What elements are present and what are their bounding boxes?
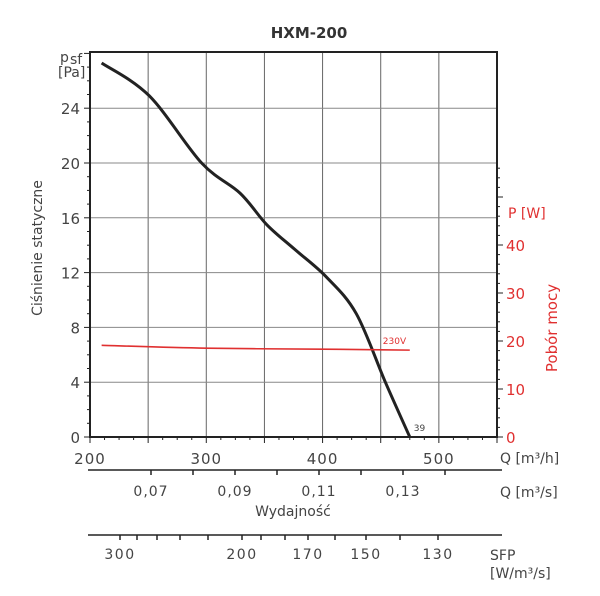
sfp-label: SFP [490,548,515,564]
sfp-unit: [W/m³/s] [490,566,551,582]
x-unit-s: Q [m³/s] [500,485,558,501]
y-tick-label: 20 [61,155,80,173]
y2-tick-label: 0 [506,429,516,447]
y2-tick-label: 40 [506,237,525,255]
qs-tick-label: 0,07 [133,484,168,500]
y-unit-bracket: [Pa] [58,65,85,81]
curve-end-label: 39 [414,424,426,434]
y-tick-label: 16 [61,210,80,228]
y-tick-label: 0 [70,429,80,447]
power-curve [101,344,410,351]
y2-tick-label: 30 [506,285,525,303]
y-unit-sub: sf [70,52,83,68]
x-tick-label: 300 [190,450,222,468]
y2-tick-label: 20 [506,333,525,351]
x-unit-h: Q [m³/h] [500,451,559,467]
sfp-tick-label: 130 [422,547,453,563]
y2-unit: P [W] [508,206,546,222]
y2-axis-label: Pobór mocy [543,284,561,372]
sfp-tick-label: 200 [226,547,257,563]
chart-title: HXM-200 [271,24,348,42]
x-tick-label: 400 [307,450,339,468]
y2-tick-label: 10 [506,381,525,399]
power-series-label: 230V [383,337,407,347]
y-tick-label: 8 [70,319,80,337]
qs-tick-label: 0,11 [301,484,336,500]
sfp-tick-label: 300 [104,547,135,563]
y-unit-main: p [60,50,69,66]
x-tick-label: 500 [423,450,455,468]
x-tick-label: 200 [74,450,106,468]
sfp-tick-label: 150 [350,547,381,563]
qs-tick-label: 0,13 [385,484,420,500]
x-axis-label: Wydajność [255,504,331,520]
sfp-tick-label: 170 [292,547,323,563]
pressure-curve [100,61,412,438]
y-tick-label: 24 [61,100,80,118]
plot-frame [89,51,498,438]
qs-tick-label: 0,09 [217,484,252,500]
y-tick-label: 12 [61,265,80,283]
y-tick-label: 4 [70,374,80,392]
y-axis-label: Ciśnienie statyczne [30,180,46,316]
